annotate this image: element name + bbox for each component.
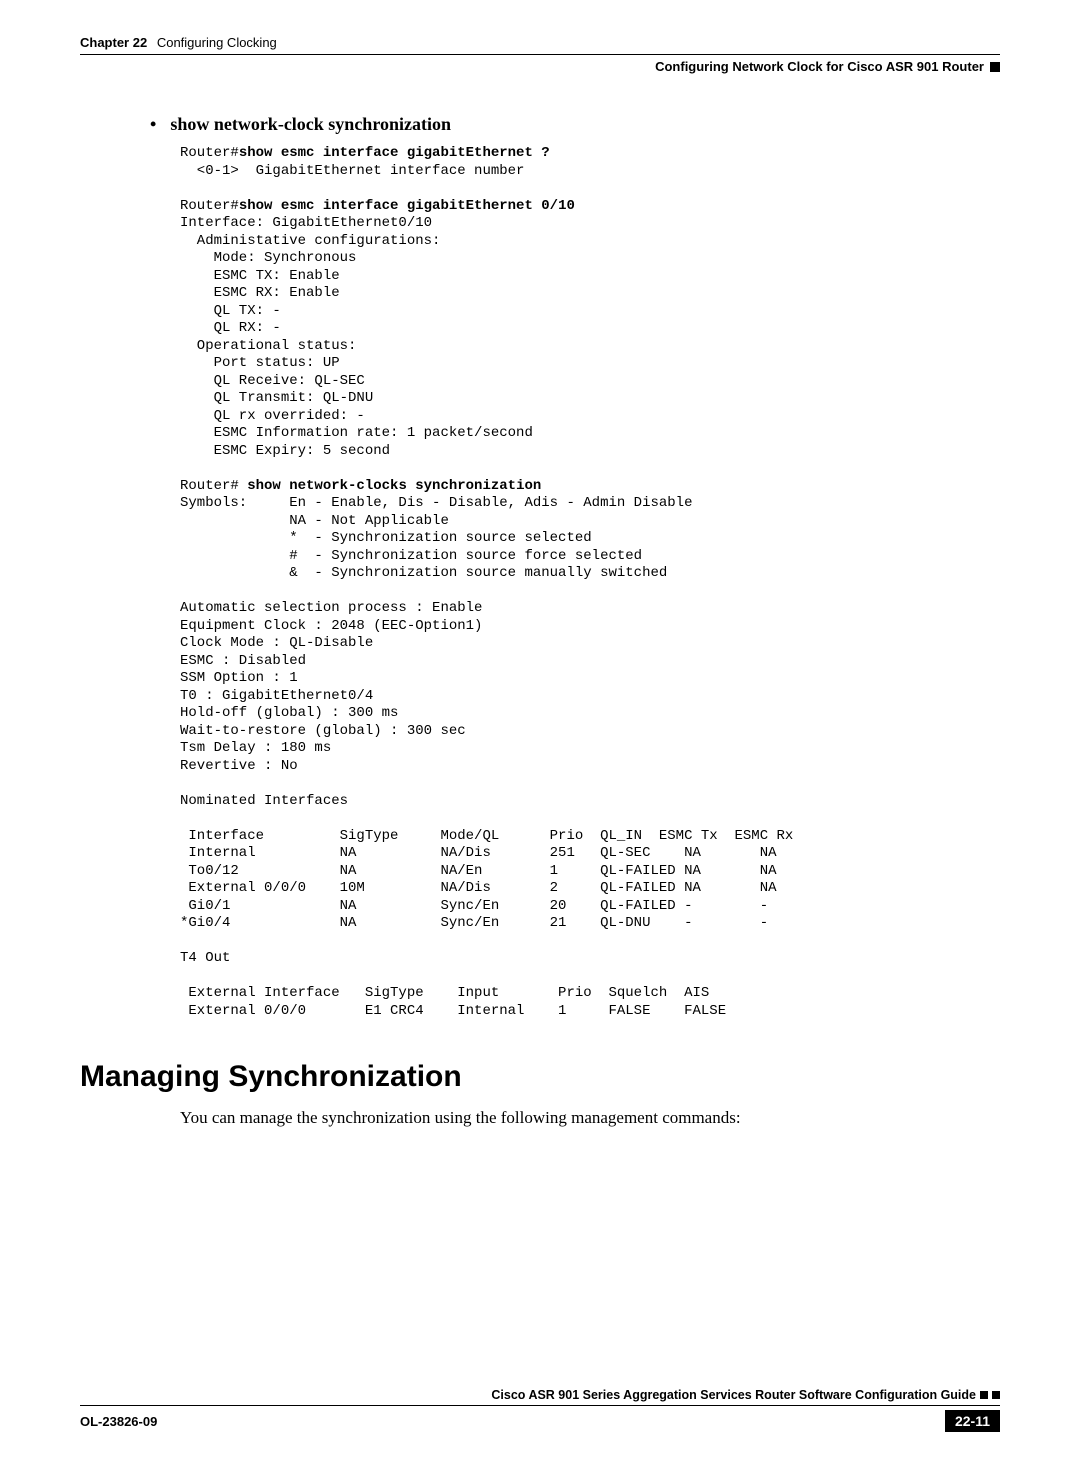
bullet-heading: show network-clock synchronization — [150, 114, 1000, 135]
cli-text: <0-1> GigabitEthernet interface number — [180, 163, 524, 179]
footer-top-row: Cisco ASR 901 Series Aggregation Service… — [80, 1388, 1000, 1406]
chapter-number: Chapter 22 — [80, 35, 147, 50]
cli-command: show network-clocks synchronization — [247, 478, 541, 494]
cli-command: show esmc interface gigabitEthernet 0/10 — [239, 198, 575, 214]
footer-bottom-row: OL-23826-09 22-11 — [80, 1406, 1000, 1432]
section-header-row: Configuring Network Clock for Cisco ASR … — [80, 54, 1000, 74]
book-title: Cisco ASR 901 Series Aggregation Service… — [491, 1388, 976, 1402]
body-paragraph: You can manage the synchronization using… — [180, 1108, 1000, 1128]
chapter-header: Chapter 22 Configuring Clocking — [80, 35, 1000, 50]
footer-square-icon — [992, 1391, 1000, 1399]
cli-prompt: Router# — [180, 478, 247, 494]
page-footer: Cisco ASR 901 Series Aggregation Service… — [80, 1388, 1000, 1432]
page: Chapter 22 Configuring Clocking Configur… — [0, 0, 1080, 1462]
page-number: 22-11 — [945, 1410, 1000, 1432]
footer-square-icon — [980, 1391, 988, 1399]
doc-id: OL-23826-09 — [80, 1414, 157, 1429]
section-heading: Managing Synchronization — [80, 1060, 1000, 1094]
cli-prompt: Router# — [180, 145, 239, 161]
cli-text: Symbols: En - Enable, Dis - Disable, Adi… — [180, 495, 793, 1019]
chapter-label-block: Chapter 22 Configuring Clocking — [80, 35, 277, 50]
cli-prompt: Router# — [180, 198, 239, 214]
cli-output: Router#show esmc interface gigabitEthern… — [180, 145, 1000, 1020]
cli-command: show esmc interface gigabitEthernet ? — [239, 145, 550, 161]
header-square-icon — [990, 62, 1000, 72]
cli-text: Interface: GigabitEthernet0/10 Administa… — [180, 215, 533, 459]
section-title: Configuring Network Clock for Cisco ASR … — [655, 59, 984, 74]
chapter-title: Configuring Clocking — [157, 35, 277, 50]
